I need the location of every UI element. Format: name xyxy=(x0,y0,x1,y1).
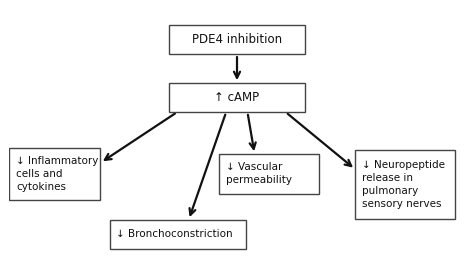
FancyBboxPatch shape xyxy=(9,147,100,200)
Text: ↓ Neuropeptide
release in
pulmonary
sensory nerves: ↓ Neuropeptide release in pulmonary sens… xyxy=(362,160,445,209)
FancyBboxPatch shape xyxy=(356,150,456,219)
Text: PDE4 inhibition: PDE4 inhibition xyxy=(192,33,282,46)
FancyBboxPatch shape xyxy=(169,25,305,54)
Text: ↑ cAMP: ↑ cAMP xyxy=(214,91,260,104)
Text: ↓ Bronchoconstriction: ↓ Bronchoconstriction xyxy=(117,229,233,239)
FancyBboxPatch shape xyxy=(219,154,319,193)
FancyBboxPatch shape xyxy=(109,220,246,249)
Text: ↓ Inflammatory
cells and
cytokines: ↓ Inflammatory cells and cytokines xyxy=(16,156,99,192)
FancyBboxPatch shape xyxy=(169,83,305,112)
Text: ↓ Vascular
permeability: ↓ Vascular permeability xyxy=(226,162,292,185)
